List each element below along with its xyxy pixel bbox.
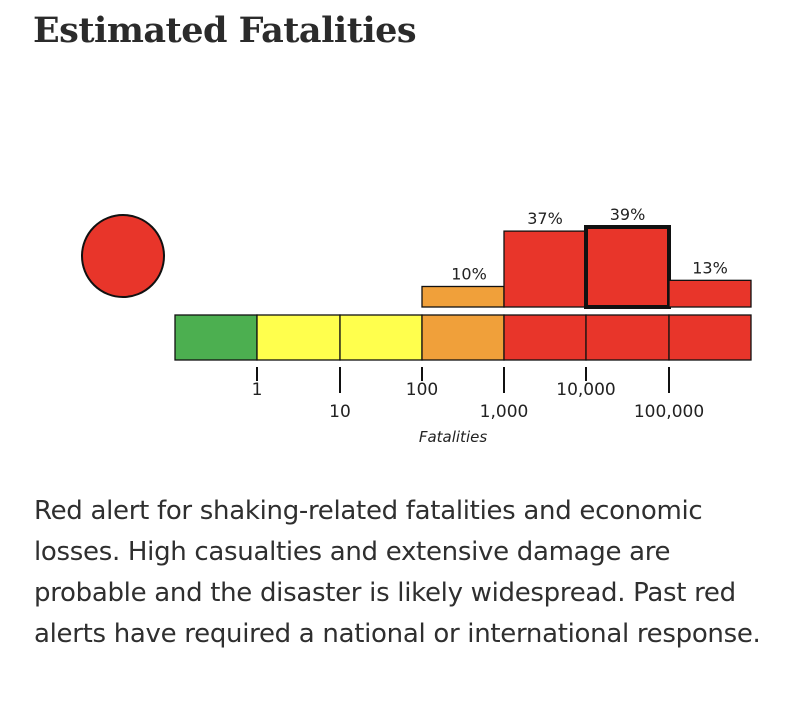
bar-percent-label: 10% [451,264,487,283]
scale-band [421,314,505,361]
x-tick-label: 1 [252,380,263,400]
probability-bar [668,279,752,308]
bar-percent-label: 13% [692,258,728,277]
probability-bars: 10% 37% 39% 13% [421,205,752,309]
x-tick-label: 10 [329,402,351,422]
x-tick-label: 1,000 [480,402,529,422]
scale-band [503,314,587,361]
fatality-scale-bar [174,314,752,361]
probability-bar [503,230,587,308]
bar-percent-label: 37% [527,209,563,228]
scale-band [585,314,670,361]
probability-bar-highlighted [584,225,671,309]
page-title: Estimated Fatalities [33,10,417,51]
scale-band [339,314,423,361]
fatalities-chart: 10% 37% 39% 13% 1 10 100 1,000 10,000 100,000 Fa… [81,205,752,446]
x-tick-label: 100,000 [634,402,704,422]
probability-bar [421,285,505,308]
alert-level-circle [81,214,165,298]
scale-band [668,314,752,361]
x-axis-label: Fatalities [419,428,488,446]
x-tick-label: 100 [406,380,438,400]
alert-description: Red alert for shaking-related fatalities… [34,496,761,649]
x-axis-ticks: 1 10 100 1,000 10,000 100,000 [252,367,704,422]
bar-percent-label: 39% [610,205,646,224]
scale-band [174,314,258,361]
x-tick-label: 10,000 [556,380,615,400]
scale-band [256,314,341,361]
